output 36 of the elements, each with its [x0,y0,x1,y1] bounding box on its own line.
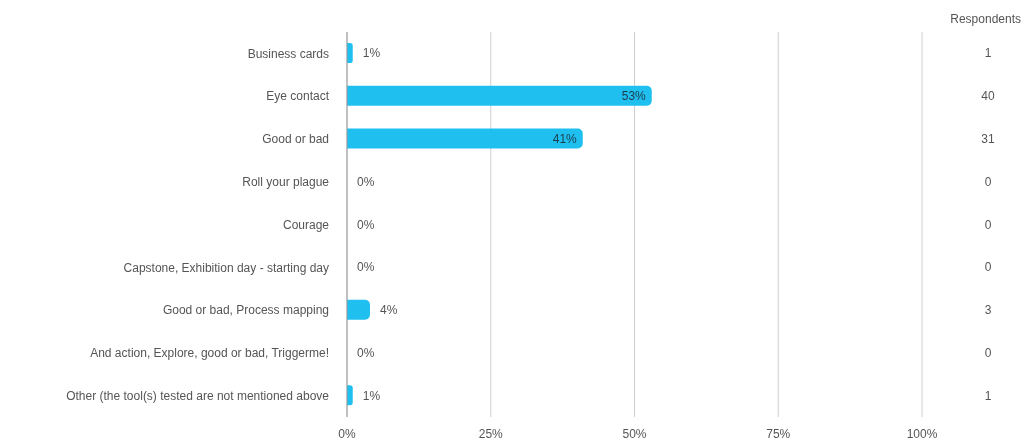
x-tick-label: 50% [622,426,647,441]
y-tick-label: Capstone, Exhibition day - starting day [123,260,329,275]
data-label: 1% [362,387,381,404]
x-tick-label: 25% [478,426,504,441]
data-label: 41% [552,130,577,147]
text: 0 [983,173,993,190]
data-label: 0% [357,344,375,361]
y-tick-label: Good or bad [262,132,329,147]
data-label: 0% [357,259,375,276]
text: 0 [983,259,993,276]
y-tick-label: Eye contact [266,89,330,104]
data-label: 1% [362,45,381,62]
y-tick-label: Courage [282,217,330,232]
text: 0 [983,344,993,361]
x-tick-label: 75% [766,426,791,441]
text: Respondents [950,12,1021,26]
text: 40 [980,88,996,105]
x-tick-label: 0% [338,426,356,441]
y-tick-label: And action, Explore, good or bad, Triggerme! [90,346,329,361]
data-label: 0% [357,173,375,190]
bar [347,299,370,320]
text: 3 [983,302,993,319]
y-tick-label: Good or bad, Process mapping [162,303,329,318]
text: 1 [983,45,993,62]
y-tick-label: Roll your plague [242,174,330,189]
bar [347,85,652,106]
bar [347,128,583,149]
y-tick-label: Other (the tool(s) tested are not mentioned above [66,388,330,403]
x-tick-label: 100% [906,426,938,441]
data-label: 0% [357,216,375,233]
data-label: 53% [621,88,646,105]
y-tick-label: Business cards [247,46,329,61]
text: 1 [983,387,993,404]
text: 0 [983,216,993,233]
data-label: 4% [380,302,398,319]
text: 31 [980,130,996,147]
